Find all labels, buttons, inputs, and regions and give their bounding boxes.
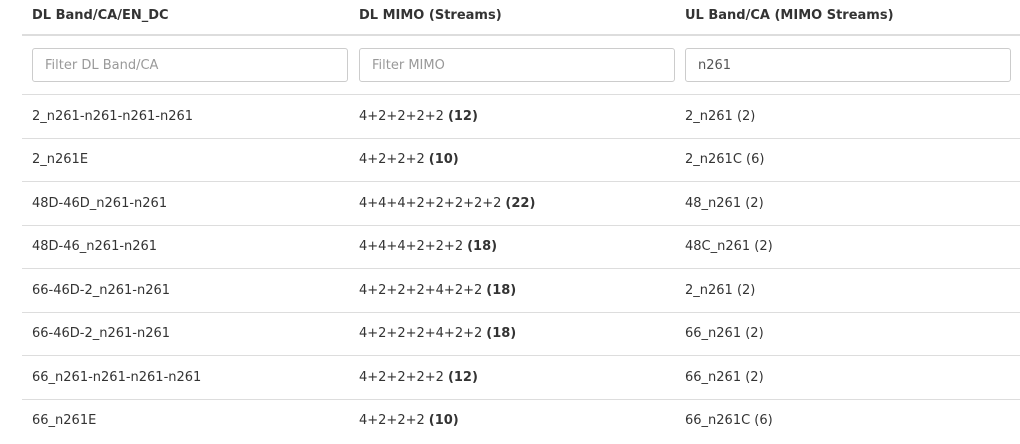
dl-band-filter-cell <box>32 36 348 94</box>
mimo-config: 4+4+4+2+2+2 <box>359 239 464 255</box>
table-row: 66-46D-2_n261-n261 4+2+2+2+4+2+2 (18) 66_… <box>22 311 1020 356</box>
ul-band-cell: 2_n261C (6) <box>685 152 765 168</box>
dl-mimo-cell: 4+2+2+2+4+2+2 (18) <box>359 313 675 356</box>
column-header-dl-mimo[interactable]: DL MIMO (Streams) <box>359 8 502 23</box>
ul-band-cell: 48C_n261 (2) <box>685 239 773 255</box>
table-body: 2_n261-n261-n261-n261 4+2+2+2+2 (12) 2_n2… <box>22 94 1020 442</box>
ul-band-cell: 66_n261C (6) <box>685 413 773 429</box>
dl-mimo-filter-cell <box>359 36 675 94</box>
mimo-config: 4+2+2+2 <box>359 413 425 429</box>
mimo-stream-total: (10) <box>428 152 459 168</box>
dl-band-cell: 66_n261E <box>32 413 97 429</box>
ul-band-cell: 66_n261 (2) <box>685 326 764 342</box>
mimo-config: 4+4+4+2+2+2+2+2 <box>359 195 502 211</box>
table-row: 66_n261-n261-n261-n261 4+2+2+2+2 (12) 66_… <box>22 355 1020 399</box>
filter-row <box>22 36 1020 94</box>
mimo-config: 4+2+2+2+2 <box>359 108 444 124</box>
mimo-stream-total: (12) <box>447 108 478 124</box>
dl-mimo-cell: 4+2+2+2+4+2+2 (18) <box>359 269 675 312</box>
dl-mimo-cell: 4+4+4+2+2+2 (18) <box>359 226 675 269</box>
column-header-ul-band[interactable]: UL Band/CA (MIMO Streams) <box>685 8 894 23</box>
mimo-config: 4+2+2+2+2 <box>359 369 444 385</box>
mimo-stream-total: (18) <box>467 239 498 255</box>
ul-band-cell: 2_n261 (2) <box>685 282 756 298</box>
dl-band-cell: 48D-46D_n261-n261 <box>32 195 168 211</box>
table-row: 66_n261E 4+2+2+2 (10) 66_n261C (6) <box>22 398 1020 443</box>
mimo-stream-total: (18) <box>486 326 517 342</box>
mimo-stream-total: (12) <box>447 369 478 385</box>
band-combo-table: DL Band/CA/EN_DC DL MIMO (Streams) UL Ba… <box>22 0 1020 442</box>
dl-mimo-cell: 4+2+2+2 (10) <box>359 400 675 443</box>
table-row: 48D-46_n261-n261 4+4+4+2+2+2 (18) 48C_n26… <box>22 224 1020 269</box>
mimo-stream-total: (22) <box>505 195 536 211</box>
column-header-dl-band[interactable]: DL Band/CA/EN_DC <box>32 8 169 23</box>
dl-band-cell: 66-46D-2_n261-n261 <box>32 282 171 298</box>
mimo-config: 4+2+2+2+4+2+2 <box>359 282 483 298</box>
dl-band-cell: 2_n261E <box>32 152 89 168</box>
dl-mimo-cell: 4+4+4+2+2+2+2+2 (22) <box>359 182 675 225</box>
dl-mimo-cell: 4+2+2+2 (10) <box>359 139 675 182</box>
mimo-config: 4+2+2+2+4+2+2 <box>359 326 483 342</box>
ul-band-cell: 66_n261 (2) <box>685 369 764 385</box>
dl-mimo-cell: 4+2+2+2+2 (12) <box>359 356 675 399</box>
table-row: 2_n261-n261-n261-n261 4+2+2+2+2 (12) 2_n2… <box>22 94 1020 138</box>
mimo-stream-total: (10) <box>428 413 459 429</box>
dl-band-cell: 48D-46_n261-n261 <box>32 239 158 255</box>
table-row: 48D-46D_n261-n261 4+4+4+2+2+2+2+2 (22) 48… <box>22 181 1020 225</box>
table-row: 2_n261E 4+2+2+2 (10) 2_n261C (6) <box>22 137 1020 182</box>
table-row: 66-46D-2_n261-n261 4+2+2+2+4+2+2 (18) 2_n… <box>22 268 1020 312</box>
dl-band-cell: 2_n261-n261-n261-n261 <box>32 108 194 124</box>
ul-band-filter-input[interactable] <box>685 48 1011 82</box>
ul-band-cell: 48_n261 (2) <box>685 195 764 211</box>
ul-band-cell: 2_n261 (2) <box>685 108 756 124</box>
dl-mimo-filter-input[interactable] <box>359 48 675 82</box>
mimo-config: 4+2+2+2 <box>359 152 425 168</box>
ul-band-filter-cell <box>685 36 1011 94</box>
dl-mimo-cell: 4+2+2+2+2 (12) <box>359 95 675 138</box>
dl-band-filter-input[interactable] <box>32 48 348 82</box>
dl-band-cell: 66-46D-2_n261-n261 <box>32 326 171 342</box>
table-header: DL Band/CA/EN_DC DL MIMO (Streams) UL Ba… <box>22 0 1020 36</box>
dl-band-cell: 66_n261-n261-n261-n261 <box>32 369 202 385</box>
mimo-stream-total: (18) <box>486 282 517 298</box>
